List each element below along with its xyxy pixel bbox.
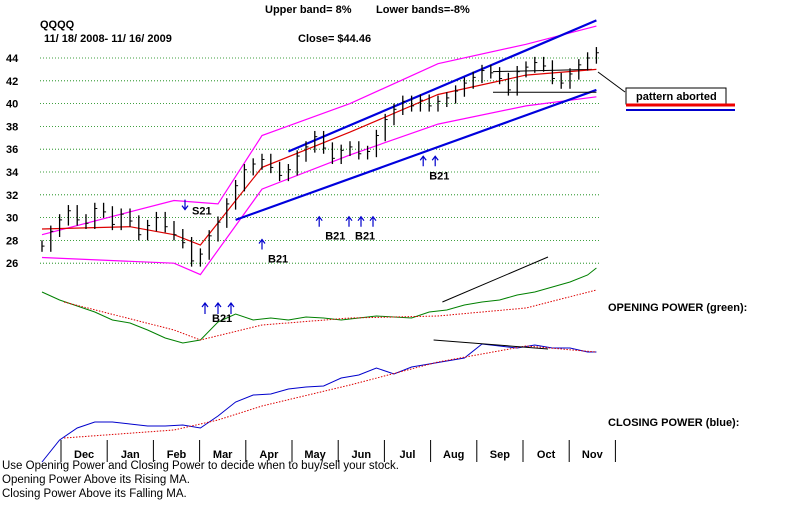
signal-markers: S21 B21 B21 B21 B21 xyxy=(181,155,449,266)
month-label: Mar xyxy=(213,449,233,461)
month-label: Aug xyxy=(443,449,464,461)
y-tick-label: 34 xyxy=(6,167,19,179)
signal-arrow-up xyxy=(315,215,323,227)
callout-connector xyxy=(597,71,626,93)
y-tick-label: 30 xyxy=(6,213,18,225)
closing-power-panel xyxy=(41,339,597,463)
footer-line-2: Opening Power Above its Rising MA. xyxy=(2,474,190,486)
signal-arrow-down xyxy=(181,199,189,211)
footer-line-3: Closing Power Above its Falling MA. xyxy=(2,488,187,500)
month-label: Sep xyxy=(490,449,510,461)
close-price-label: Close= $44.46 xyxy=(298,33,371,45)
closing-power-trendline xyxy=(433,339,549,350)
opening-power-ma-line xyxy=(63,289,597,341)
y-tick-label: 28 xyxy=(6,235,18,247)
month-axis: Dec Jan Feb Mar Apr May Jun Jul Aug Sep Oct Nov xyxy=(60,440,616,462)
y-tick-label: 42 xyxy=(6,76,18,88)
month-label: Jun xyxy=(352,449,372,461)
signal-label: S21 xyxy=(192,206,212,218)
signal-arrow-up xyxy=(431,155,439,167)
signal-arrow-up xyxy=(258,238,266,250)
power-signal-arrow xyxy=(201,302,209,314)
month-label: Jan xyxy=(121,449,140,461)
signal-label: B21 xyxy=(325,231,345,243)
signal-arrow-up xyxy=(357,215,365,227)
month-label: Nov xyxy=(582,449,604,461)
closing-power-line xyxy=(41,343,597,463)
closing-power-label: CLOSING POWER (blue): xyxy=(608,417,739,429)
pattern-callout: pattern aborted xyxy=(636,91,717,103)
channel-upper-line xyxy=(287,19,597,153)
month-label: Apr xyxy=(259,449,279,461)
month-label: Oct xyxy=(537,449,556,461)
y-tick-label: 44 xyxy=(6,53,19,65)
opening-power-panel: B21 xyxy=(41,256,597,344)
triangle-top-line xyxy=(492,68,593,73)
gridlines xyxy=(40,57,600,264)
chart-ticker: QQQQ xyxy=(40,19,75,31)
month-label: Dec xyxy=(74,449,94,461)
trend-channel xyxy=(235,19,597,221)
price-bars xyxy=(41,47,599,267)
power-signal-arrow xyxy=(227,302,235,314)
power-signal-arrow xyxy=(214,302,222,314)
opening-power-line xyxy=(41,267,597,344)
y-axis-ticks: 26 28 30 32 34 36 38 40 42 44 xyxy=(6,53,19,270)
y-tick-label: 26 xyxy=(6,258,18,270)
opening-power-label: OPENING POWER (green): xyxy=(608,302,747,314)
footer-line-1: Use Opening Power and Closing Power to d… xyxy=(2,460,399,472)
signal-arrow-up xyxy=(419,155,427,167)
signal-label: B21 xyxy=(268,254,288,266)
signal-arrow-up xyxy=(345,215,353,227)
month-label: Feb xyxy=(167,449,187,461)
y-tick-label: 40 xyxy=(6,99,18,111)
y-tick-label: 36 xyxy=(6,144,18,156)
triangle-pattern xyxy=(492,68,597,93)
chart-date-range: 11/ 18/ 2008- 11/ 16/ 2009 xyxy=(44,33,172,45)
closing-power-ma-line xyxy=(63,345,597,439)
lower-band-label: Lower bands=-8% xyxy=(376,4,470,16)
y-tick-label: 32 xyxy=(6,190,18,202)
bollinger-bands xyxy=(41,25,597,276)
month-label: Jul xyxy=(400,449,416,461)
channel-lower-line xyxy=(235,88,597,221)
upper-band-label: Upper band= 8% xyxy=(265,4,352,16)
month-label: May xyxy=(304,449,326,461)
signal-arrow-up xyxy=(369,215,377,227)
lower-band-line xyxy=(41,96,597,276)
signal-label: B21 xyxy=(355,231,375,243)
power-signal-label: B21 xyxy=(212,313,232,325)
upper-band-line xyxy=(41,25,597,236)
y-tick-label: 38 xyxy=(6,121,18,133)
signal-label: B21 xyxy=(429,170,449,182)
opening-power-trendline xyxy=(442,256,549,303)
